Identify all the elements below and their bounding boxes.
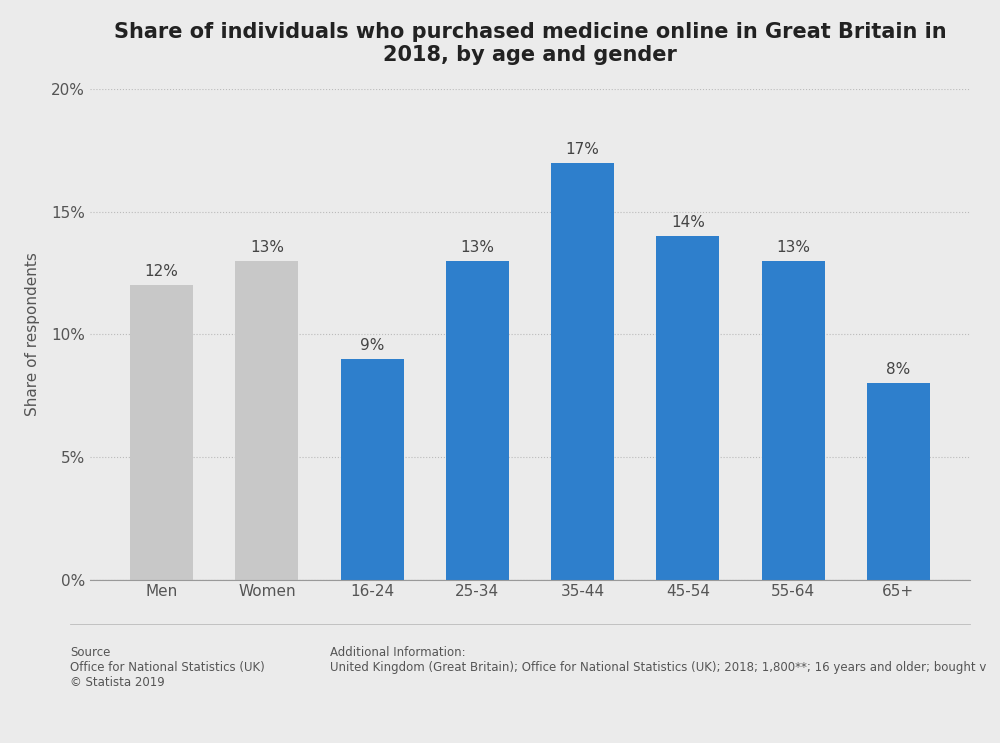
Bar: [656, 236, 719, 580]
Text: 8%: 8%: [886, 363, 911, 377]
Bar: [551, 163, 614, 580]
Text: Additional Information:
United Kingdom (Great Britain); Office for National Stat: Additional Information: United Kingdom (…: [330, 646, 986, 675]
Text: 14%: 14%: [671, 215, 705, 230]
Text: 13%: 13%: [776, 240, 810, 255]
Bar: [762, 261, 825, 580]
Text: 9%: 9%: [360, 338, 384, 353]
Text: 17%: 17%: [566, 142, 600, 157]
Bar: [867, 383, 930, 580]
Bar: [130, 285, 193, 580]
Text: 13%: 13%: [460, 240, 494, 255]
Title: Share of individuals who purchased medicine online in Great Britain in
2018, by : Share of individuals who purchased medic…: [114, 22, 946, 65]
Bar: [446, 261, 509, 580]
Y-axis label: Share of respondents: Share of respondents: [25, 253, 40, 416]
Bar: [341, 359, 404, 580]
Text: 12%: 12%: [145, 265, 179, 279]
Text: Source
Office for National Statistics (UK)
© Statista 2019: Source Office for National Statistics (U…: [70, 646, 265, 690]
Bar: [235, 261, 298, 580]
Text: 13%: 13%: [250, 240, 284, 255]
